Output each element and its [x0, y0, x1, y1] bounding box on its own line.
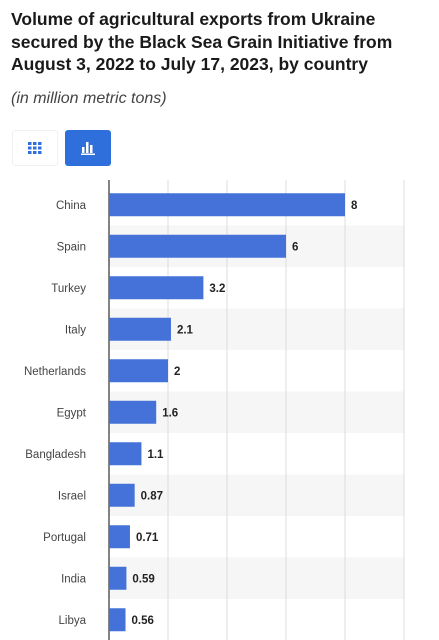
- bar-chart-icon: [81, 142, 95, 155]
- row-band: [109, 474, 404, 516]
- bar: [109, 483, 135, 507]
- row-band: [109, 557, 404, 599]
- bar: [109, 400, 157, 424]
- data-label: 2: [174, 366, 180, 378]
- category-label: Italy: [65, 324, 86, 336]
- bar: [109, 566, 127, 590]
- bar: [109, 317, 171, 341]
- data-label: 1.6: [162, 407, 178, 419]
- category-label: Egypt: [57, 407, 87, 419]
- data-label: 0.59: [132, 573, 154, 585]
- category-label: India: [61, 573, 87, 585]
- chart-title: Volume of agricultural exports from Ukra…: [11, 9, 393, 74]
- category-label: Israel: [58, 490, 86, 502]
- category-label: Spain: [57, 241, 86, 253]
- data-label: 0.87: [141, 490, 163, 502]
- bar: [109, 276, 204, 300]
- category-label: China: [56, 200, 87, 212]
- data-label: 0.56: [132, 615, 154, 627]
- table-grid-icon: [28, 142, 42, 154]
- bar: [109, 193, 345, 217]
- data-label: 8: [351, 200, 358, 212]
- category-label: Bangladesh: [25, 449, 86, 461]
- data-label: 6: [292, 241, 298, 253]
- data-label: 0.71: [136, 532, 159, 544]
- bar: [109, 525, 130, 549]
- row-band: [109, 391, 404, 433]
- category-label: Libya: [59, 615, 87, 627]
- category-label: Netherlands: [24, 366, 86, 378]
- category-label: Portugal: [43, 532, 86, 544]
- bar: [109, 359, 168, 383]
- bar: [109, 608, 126, 632]
- bar-chart: China 8 Spain 6 Turkey 3.2 Italy 2.1 Netherlands…: [24, 180, 405, 640]
- data-label: 1.1: [147, 449, 164, 461]
- table-view-button[interactable]: [12, 130, 58, 166]
- bar: [109, 442, 142, 466]
- bar: [109, 234, 286, 258]
- data-label: 2.1: [177, 324, 194, 336]
- category-label: Turkey: [51, 283, 86, 295]
- view-toggle: [12, 130, 118, 166]
- chart-view-button[interactable]: [65, 130, 111, 166]
- data-label: 3.2: [209, 283, 225, 295]
- chart-subtitle: (in million metric tons): [11, 90, 167, 107]
